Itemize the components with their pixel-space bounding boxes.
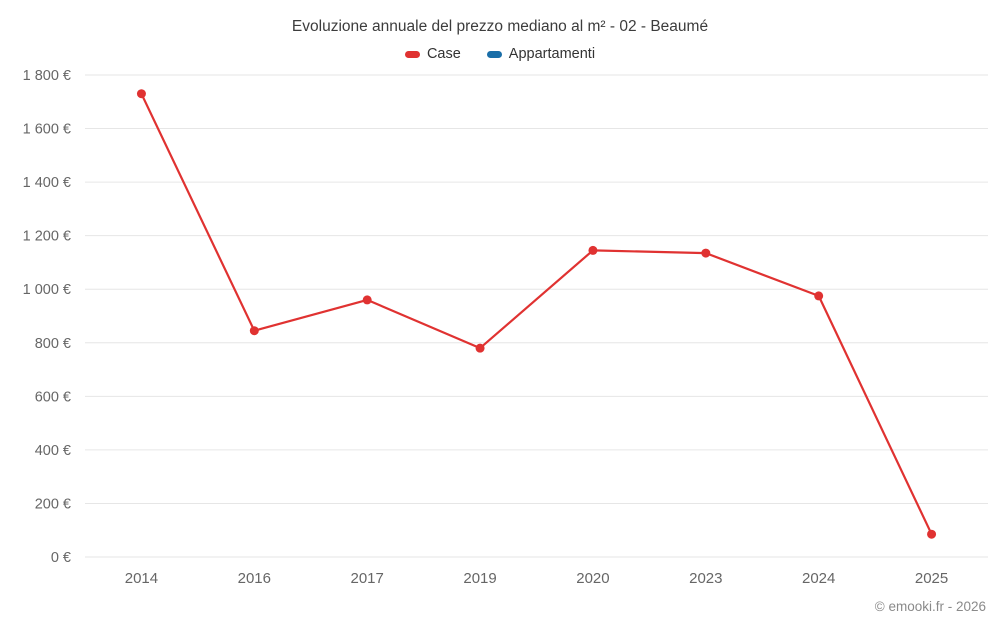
legend-item-appartamenti[interactable]: Appartamenti [486,46,596,62]
svg-text:1 400 €: 1 400 € [23,175,71,191]
svg-text:1 600 €: 1 600 € [23,122,71,138]
y-axis-tick-labels: 0 € 200 € 400 € 600 € 800 € 1 000 € 1 200 € 1 4… [23,68,71,566]
svg-text:1 000 €: 1 000 € [23,282,71,298]
series-case-points[interactable] [136,89,937,539]
case-series-swatch-icon [404,50,420,58]
svg-text:800 €: 800 € [35,336,71,352]
svg-text:2025: 2025 [915,570,948,587]
appartamenti-series-swatch-icon [486,50,502,58]
svg-text:2023: 2023 [689,570,722,587]
copyright: © emooki.fr - 2026 [874,599,986,614]
svg-text:400 €: 400 € [35,443,71,459]
y-gridlines [85,74,988,558]
x-axis-tick-labels: 2014 2016 2017 2019 2020 2023 2024 2025 [125,570,949,587]
svg-text:200 €: 200 € [35,496,71,512]
svg-text:1 200 €: 1 200 € [23,229,71,245]
svg-text:2016: 2016 [238,570,271,587]
legend: Case Appartamenti [0,46,1000,62]
svg-text:0 €: 0 € [51,550,71,566]
series-case-line [140,92,933,536]
svg-text:2020: 2020 [576,570,609,587]
legend-label-appartamenti: Appartamenti [508,46,596,62]
legend-item-case[interactable]: Case [404,46,461,62]
svg-text:600 €: 600 € [35,389,71,405]
svg-text:2024: 2024 [802,570,835,587]
svg-text:2019: 2019 [463,570,496,587]
chart-title: Evoluzione annuale del prezzo mediano al… [291,18,709,35]
svg-text:1 800 €: 1 800 € [23,68,71,84]
svg-text:2017: 2017 [351,570,384,587]
svg-text:2014: 2014 [125,570,158,587]
legend-label-case: Case [426,46,461,62]
